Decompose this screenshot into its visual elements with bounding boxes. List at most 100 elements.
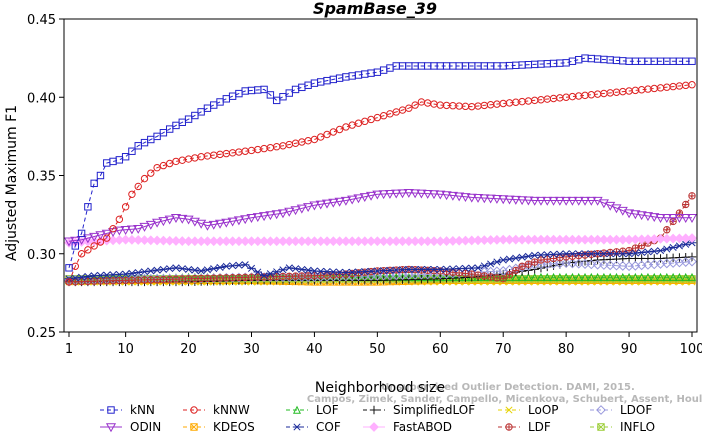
data-point-ldf <box>663 226 671 234</box>
data-point-ldf <box>298 272 306 280</box>
x-tick-label: 20 <box>180 342 197 357</box>
data-point-knnw <box>115 215 124 224</box>
data-point-ldf <box>304 272 312 280</box>
data-point-cof <box>285 264 294 272</box>
watermark: Unsupervised Outlier Detection. DAMI, 20… <box>307 382 702 405</box>
data-point-cof <box>184 265 193 273</box>
data-point-cof <box>146 267 156 275</box>
legend-marker-lof <box>292 405 302 414</box>
data-point-cof <box>681 240 690 248</box>
data-point-ldf <box>682 200 690 209</box>
data-point-odin <box>642 212 654 222</box>
data-point-ldf <box>524 260 533 268</box>
data-point-knn <box>266 91 275 99</box>
data-point-ldf <box>96 277 105 285</box>
legend-item-ldof: LDOF <box>590 403 652 417</box>
data-point-odin <box>491 194 502 204</box>
data-point-fastabod <box>133 235 144 245</box>
data-point-ldf <box>505 270 514 279</box>
legend-item-loop: LoOP <box>498 403 559 417</box>
data-point-knnw <box>342 123 350 131</box>
data-point-cof <box>190 266 200 274</box>
x-tick-label: 80 <box>558 342 575 357</box>
data-point-ldf <box>197 274 205 283</box>
data-point-odin <box>366 191 377 201</box>
data-point-knn <box>77 229 86 238</box>
data-point-knn <box>575 55 583 64</box>
data-point-ldf <box>103 277 111 285</box>
data-point-knn <box>581 54 589 62</box>
data-point-knnw <box>84 246 92 254</box>
data-point-cof <box>159 265 168 273</box>
data-point-odin <box>592 196 603 206</box>
data-point-odin <box>114 226 125 236</box>
data-point-odin <box>334 197 345 207</box>
data-point-cof <box>668 243 678 252</box>
data-point-odin <box>177 214 188 224</box>
data-point-odin <box>378 190 389 200</box>
legend-item-fastabod: FastABOD <box>363 420 452 434</box>
data-point-odin <box>183 215 194 225</box>
data-point-ldf <box>222 274 231 282</box>
data-point-knnw <box>165 159 174 168</box>
data-point-fastabod <box>158 235 169 246</box>
data-point-knnw <box>310 135 319 144</box>
series-line-ldof <box>68 261 693 281</box>
data-point-cof <box>499 256 508 264</box>
data-point-ldf <box>235 273 243 282</box>
data-point-cof <box>631 249 640 257</box>
data-point-odin <box>246 214 257 223</box>
data-point-ldf <box>172 275 180 283</box>
legend-label-cof: COF <box>316 420 341 434</box>
data-point-fastabod <box>171 236 181 246</box>
data-point-fastabod <box>145 235 156 246</box>
data-point-lof <box>599 272 608 281</box>
data-point-odin <box>441 191 452 201</box>
data-point-ldof <box>561 258 572 269</box>
data-point-odin <box>479 194 490 204</box>
data-point-knn <box>128 147 136 155</box>
data-point-lof <box>511 272 520 281</box>
data-point-cof <box>140 268 149 276</box>
data-point-ldof <box>573 258 584 269</box>
data-point-ldof <box>617 261 628 271</box>
data-point-ldof <box>567 258 578 269</box>
watermark-line-2: Campos, Zimek, Sander, Campello, Micenko… <box>307 394 702 405</box>
data-point-fastabod <box>152 235 163 246</box>
legend-marker-kdeos <box>190 423 198 431</box>
data-point-odin <box>265 211 276 221</box>
data-point-lof <box>669 272 678 281</box>
data-point-odin <box>296 204 307 214</box>
data-point-odin <box>89 232 100 242</box>
y-axis: 0.25 0.30 0.35 0.40 0.45 <box>27 13 64 341</box>
data-point-odin <box>649 213 660 223</box>
data-point-ldf <box>71 278 79 286</box>
data-point-knnw <box>103 234 111 242</box>
legend-label-simplifiedlof: SimplifiedLOF <box>393 403 475 417</box>
data-point-odin <box>454 192 465 202</box>
data-point-lof <box>637 272 646 281</box>
data-point-odin <box>655 214 666 223</box>
data-point-odin <box>328 198 339 208</box>
series-odin <box>63 189 698 247</box>
legend-marker-cof <box>292 423 302 431</box>
data-point-knnw <box>688 81 696 89</box>
legend-item-knnw: kNNW <box>183 403 250 417</box>
data-point-ldf <box>128 276 136 284</box>
data-point-lof <box>662 272 671 281</box>
data-point-cof <box>127 269 137 277</box>
x-tick-label: 90 <box>621 342 638 357</box>
data-point-ldf <box>480 272 489 280</box>
data-point-lof <box>612 272 621 281</box>
data-point-ldof <box>586 259 597 270</box>
data-point-cof <box>662 245 672 253</box>
data-point-ldf <box>562 253 570 261</box>
data-point-ldf <box>285 272 293 280</box>
data-point-ldf <box>159 275 168 284</box>
data-point-odin <box>674 214 685 223</box>
legend-marker-ldf <box>505 423 513 431</box>
data-point-ldf <box>493 274 501 282</box>
data-point-knnw <box>354 119 363 127</box>
legend-item-cof: COF <box>286 420 341 434</box>
data-point-cof <box>234 261 244 269</box>
